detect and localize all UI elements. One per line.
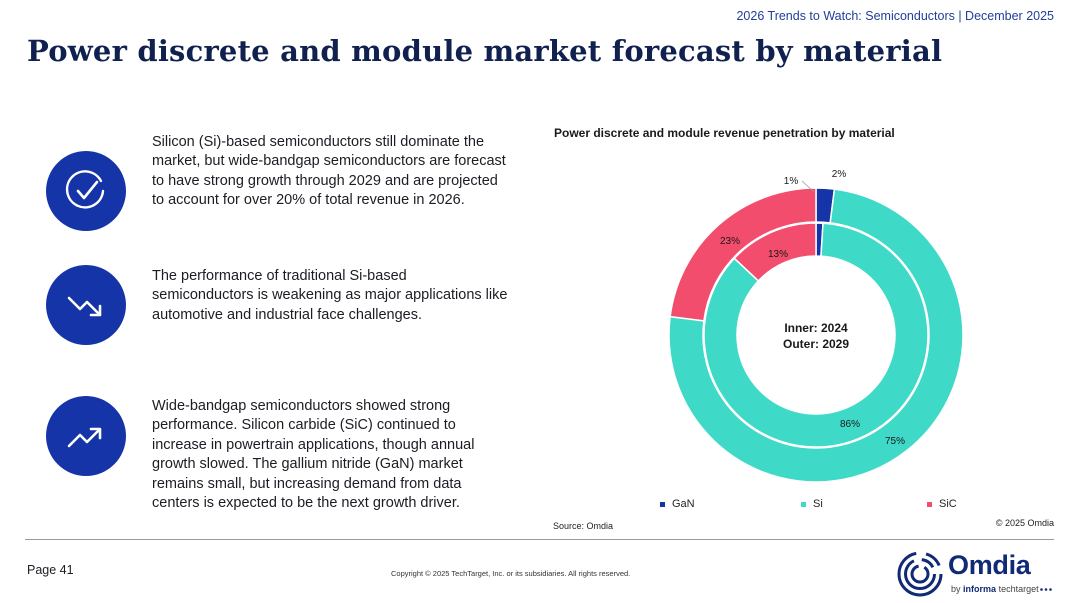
chart-title: Power discrete and module revenue penetr… xyxy=(554,126,895,140)
legend-label-gan: GaN xyxy=(672,498,695,510)
legend-label-sic: SiC xyxy=(939,498,957,510)
footer-copyright: Copyright © 2025 TechTarget, Inc. or its… xyxy=(391,569,631,578)
chart-source: Source: Omdia xyxy=(553,521,614,531)
data-label-outer-si: 75% xyxy=(885,436,905,447)
center-label-inner: Inner: 2024 xyxy=(784,321,848,335)
chart-copyright: © 2025 Omdia xyxy=(995,518,1054,528)
point-1-text: Silicon (Si)-based semiconductors still … xyxy=(152,134,506,209)
page-number: Page 41 xyxy=(27,563,74,577)
legend-swatch-si xyxy=(801,501,806,507)
outer-ring-slice-sic xyxy=(669,187,817,322)
data-label-inner-sic: 13% xyxy=(768,249,788,260)
center-label-outer: Outer: 2029 xyxy=(783,337,849,351)
legend-label-si: Si xyxy=(813,498,823,510)
omdia-logo: Omdia by informa techtarget xyxy=(896,550,1056,598)
data-label-inner-gan: 1% xyxy=(784,176,799,187)
omdia-logo-word: Omdia xyxy=(948,550,1031,580)
check-circle-icon xyxy=(46,151,126,231)
page-title: Power discrete and module market forecas… xyxy=(27,34,943,68)
leader-line-inner-gan xyxy=(801,180,815,193)
donut-chart: 1% 86% 13% 2% 75% 23% Inner: 2024 Outer: 2029 xyxy=(668,169,964,483)
point-3-text: Wide-bandgap semiconductors showed stron… xyxy=(152,398,475,512)
outer-ring-slice-si xyxy=(668,188,964,483)
trend-up-icon xyxy=(46,396,126,476)
omdia-logo-byline: by informa techtarget xyxy=(951,584,1039,594)
data-label-inner-si: 86% xyxy=(840,419,860,430)
legend-item-si: Si xyxy=(801,498,823,510)
legend-item-sic: SiC xyxy=(927,498,957,510)
point-2-text: The performance of traditional Si-based … xyxy=(152,268,508,323)
footer-divider xyxy=(25,539,1054,540)
legend-swatch-gan xyxy=(660,501,665,507)
inner-ring-slice-si xyxy=(703,222,929,448)
omdia-logo-icon xyxy=(897,551,943,597)
report-caption: 2026 Trends to Watch: Semiconductors | D… xyxy=(736,9,1054,23)
trend-down-icon xyxy=(46,265,126,345)
omdia-logo-dots xyxy=(1040,588,1052,591)
legend-item-gan: GaN xyxy=(660,498,695,510)
inner-ring-slice-sic xyxy=(733,222,817,282)
data-label-outer-sic: 23% xyxy=(720,236,740,247)
data-label-outer-gan: 2% xyxy=(832,169,847,180)
legend-swatch-sic xyxy=(927,501,932,507)
